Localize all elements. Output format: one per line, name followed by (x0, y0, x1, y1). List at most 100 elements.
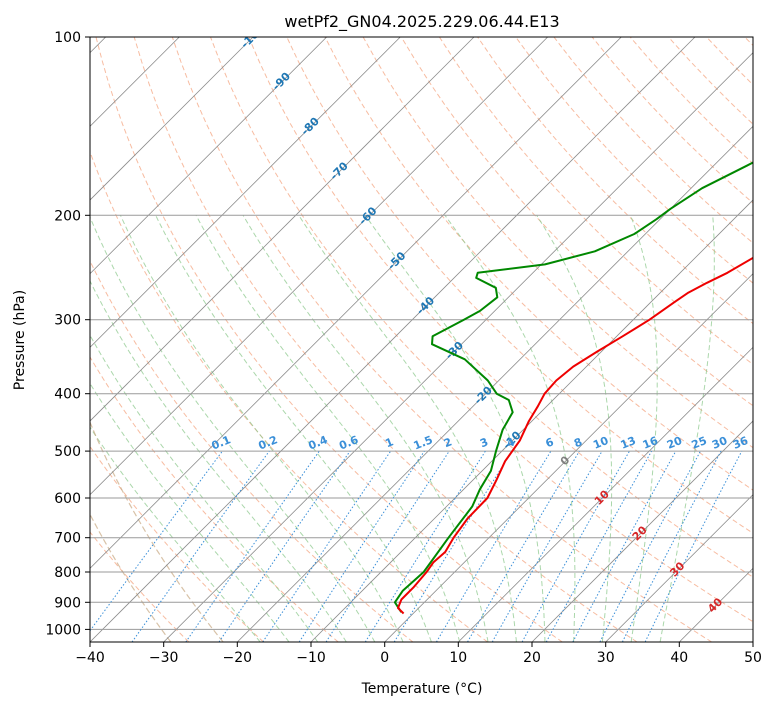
dry-adiabat (133, 37, 638, 642)
mixing-ratio-label: 13 (619, 434, 638, 452)
mixing-ratio-line (644, 450, 743, 642)
moist-adiabat (242, 215, 489, 642)
x-tick-label: 10 (449, 650, 467, 666)
isotherm (605, 494, 753, 642)
y-tick-label: 600 (54, 491, 81, 507)
y-tick-label: 500 (54, 444, 81, 460)
mixing-ratio-line (545, 450, 653, 642)
moist-adiabat (536, 215, 613, 642)
x-tick-label: −40 (75, 650, 105, 666)
y-tick-label: 900 (54, 595, 81, 611)
x-tick-label: 0 (380, 650, 389, 666)
isotherm (163, 52, 753, 642)
isotherms (90, 37, 753, 642)
moist-adiabat (90, 334, 319, 642)
dewpoint-line (393, 161, 753, 613)
temperature-line (397, 256, 753, 615)
y-tick-label: 300 (54, 313, 81, 329)
mixing-ratio-label: 36 (731, 434, 750, 452)
mixing-ratio-line (572, 450, 677, 642)
mixing-ratio-line (599, 450, 701, 642)
x-tick-label: 20 (523, 650, 541, 666)
chart-title: wetPf2_GN04.2025.229.06.44.E13 (284, 12, 559, 32)
mixing-ratio-line (90, 450, 223, 632)
y-axis: 100 200 300 400 500 600 700 800 900 1000 (45, 30, 90, 638)
dry-adiabat (438, 37, 753, 366)
dry-adiabat (90, 531, 190, 642)
isobars (90, 37, 753, 630)
y-tick-label: 700 (54, 531, 81, 547)
dry-adiabat (400, 37, 753, 407)
mixing-ratio-lines (90, 450, 743, 642)
mixing-ratio-label: 20 (665, 434, 684, 452)
moist-adiabat (630, 215, 658, 642)
mixing-ratio-line (218, 450, 351, 642)
isotherm (310, 199, 753, 642)
plot-frame (89, 36, 754, 643)
mixing-ratio-label: 2 (442, 435, 454, 450)
dry-adiabat (515, 37, 753, 284)
dry-adiabat (95, 37, 563, 642)
moist-adiabat (90, 279, 347, 642)
mixing-ratio-label: 1 (383, 435, 395, 450)
isotherm (90, 37, 254, 201)
y-tick-label: 200 (54, 208, 81, 224)
isotherm (90, 37, 696, 642)
y-axis-label: Pressure (hPa) (12, 290, 28, 390)
mixing-ratio-line (298, 450, 425, 642)
profile-layer (393, 161, 753, 615)
mixing-ratio-line (393, 450, 513, 642)
dry-adiabat (248, 37, 753, 578)
mixing-ratio-label: 3 (478, 435, 490, 450)
isotherm (90, 37, 475, 422)
mixing-ratio-line (364, 450, 486, 642)
mixing-ratio-label: 30 (710, 434, 729, 452)
grid-layer (90, 37, 753, 642)
moist-adiabat (90, 426, 261, 642)
isotherm (90, 37, 548, 496)
moist-adiabat (298, 215, 517, 642)
moist-adiabat (120, 215, 404, 642)
isotherm (90, 37, 327, 275)
y-tick-label: 1000 (45, 622, 81, 638)
x-tick-label: 40 (670, 650, 688, 666)
x-tick-label: 30 (597, 650, 615, 666)
mixing-ratio-line (262, 450, 392, 642)
isotherm (237, 125, 753, 642)
mixing-ratio-label: 8 (572, 435, 584, 450)
isotherm (90, 37, 401, 348)
dry-adiabat (210, 37, 753, 623)
x-tick-label: 50 (744, 650, 762, 666)
dry-adiabat (324, 37, 753, 491)
dry-adiabat (90, 150, 488, 642)
mixing-ratio-label: 10 (591, 434, 610, 452)
isotherm (384, 273, 753, 642)
isotherm (458, 346, 753, 642)
mixing-ratio-line (325, 450, 450, 642)
mixing-ratio-line (621, 450, 722, 642)
mixing-ratio-line (131, 450, 270, 642)
y-tick-label: 400 (54, 387, 81, 403)
y-tick-label: 800 (54, 565, 81, 581)
dry-adiabat (90, 445, 264, 642)
dry-adiabat (90, 356, 339, 642)
moist-adiabat (364, 215, 546, 642)
dry-adiabat (171, 37, 712, 642)
isotherm (90, 37, 622, 569)
x-axis: −40 −30 −20 −10 0 10 20 30 40 50 (75, 642, 762, 666)
x-tick-label: −20 (223, 650, 253, 666)
isotherm (531, 420, 753, 642)
mixing-ratio-label: 25 (690, 434, 709, 452)
moist-adiabat (195, 215, 461, 642)
mixing-ratio-label: 16 (641, 434, 660, 452)
x-tick-label: −30 (149, 650, 179, 666)
y-tick-label: 100 (54, 30, 81, 46)
mixing-ratio-line (521, 450, 630, 642)
mixing-ratio-line (185, 450, 320, 642)
x-tick-label: −10 (296, 650, 326, 666)
mixing-ratio-line (435, 450, 552, 642)
moist-adiabat (90, 215, 376, 642)
x-axis-label: Temperature (°C) (361, 681, 483, 697)
